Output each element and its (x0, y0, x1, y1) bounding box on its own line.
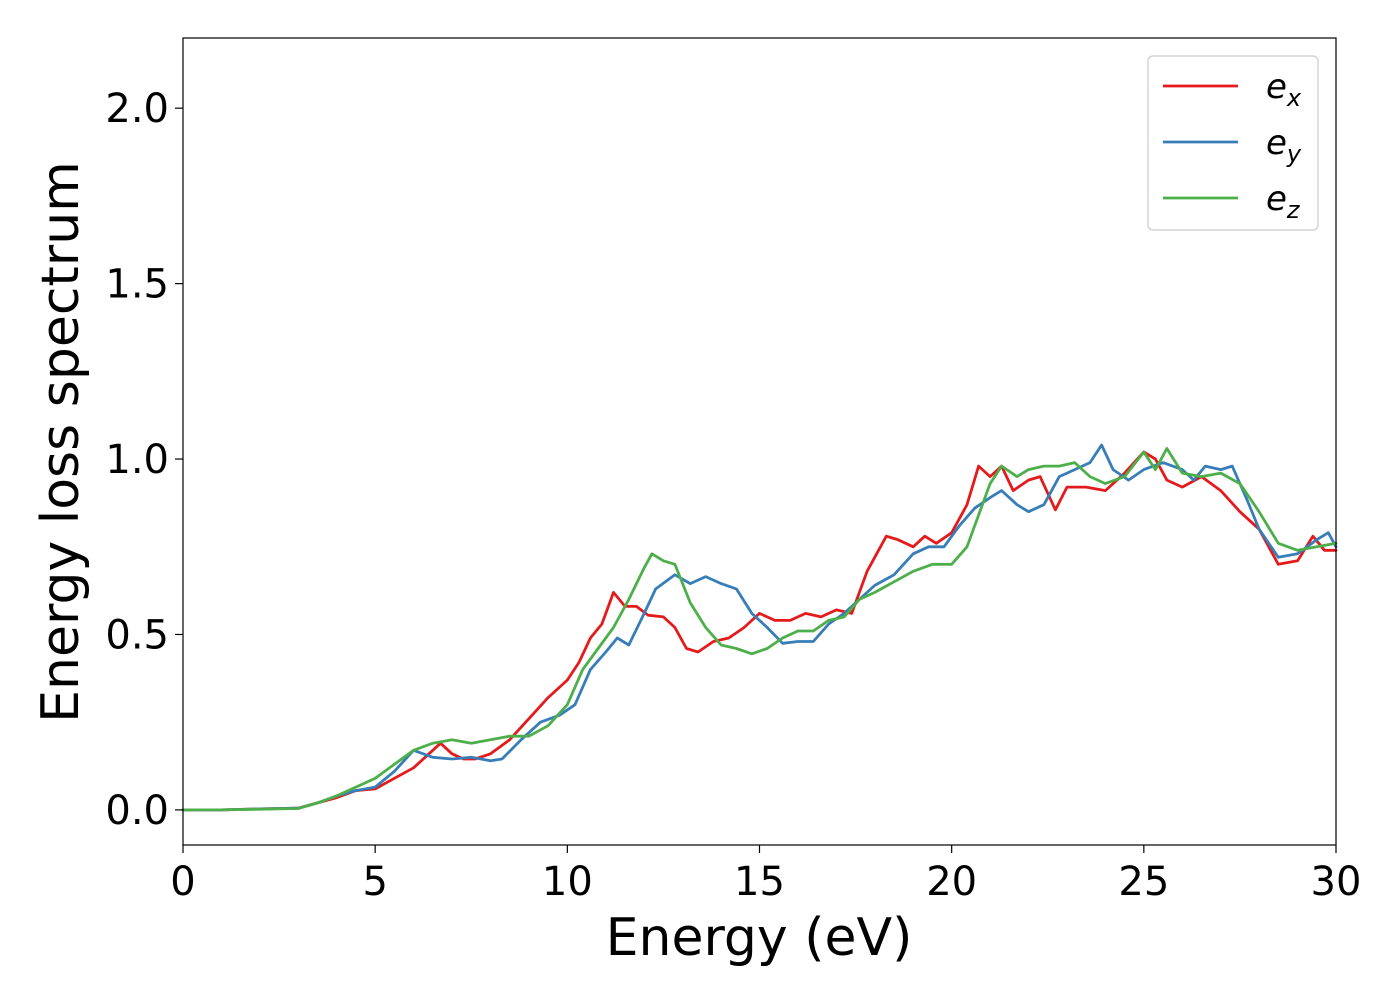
series-line-ez (181, 447, 1338, 812)
y-tick-label: 2.0 (105, 86, 169, 132)
y-tick-label: 1.0 (105, 437, 169, 483)
y-tick-label: 0.0 (105, 788, 169, 834)
x-tick-label: 25 (1118, 859, 1169, 905)
x-tick-label: 0 (170, 859, 195, 905)
x-tick-label: 20 (926, 859, 977, 905)
x-axis-label: Energy (eV) (606, 908, 913, 968)
legend-label-ez: ez (1266, 179, 1301, 224)
series-line-ey (181, 443, 1338, 812)
y-axis-label: Energy loss spectrum (31, 161, 91, 723)
legend-label-ex: ex (1266, 67, 1302, 112)
legend: ex ey ez (1147, 55, 1319, 231)
y-tick-label: 1.5 (105, 262, 169, 308)
x-tick-label: 5 (362, 859, 387, 905)
y-tick-label: 0.5 (105, 612, 169, 658)
x-tick-label: 30 (1311, 859, 1362, 905)
x-tick-label: 10 (542, 859, 593, 905)
y-axis: 0.0 0.5 1.0 1.5 2.0 (105, 86, 183, 834)
x-tick-label: 15 (734, 859, 785, 905)
x-axis: 0 5 10 15 20 25 30 (170, 845, 1361, 905)
legend-label-ey: ey (1266, 123, 1302, 168)
series-layer (181, 443, 1338, 812)
